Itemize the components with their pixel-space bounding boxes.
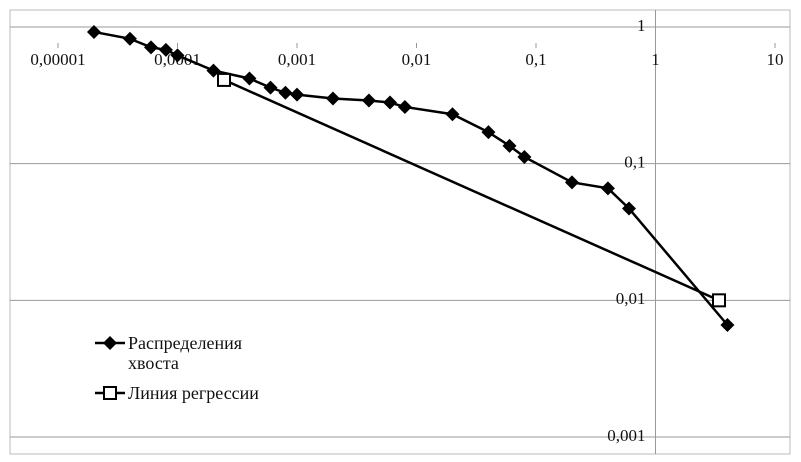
point — [517, 149, 532, 164]
point — [143, 40, 158, 55]
series-line — [223, 78, 720, 302]
point — [242, 71, 257, 86]
y-tick-label: 1 — [637, 16, 646, 35]
point — [564, 175, 579, 190]
x-tick-label: 10 — [767, 50, 784, 69]
point — [103, 336, 117, 350]
point — [325, 91, 340, 106]
x-tick-label: 0,00001 — [30, 50, 85, 69]
point — [263, 80, 278, 95]
x-tick-label: 1 — [651, 50, 660, 69]
legend-label: Линия регрессии — [128, 383, 259, 403]
point — [502, 138, 517, 153]
point — [382, 95, 397, 110]
point — [86, 24, 101, 39]
point — [158, 42, 173, 57]
y-tick-label: 0,001 — [607, 426, 645, 445]
point — [278, 85, 293, 100]
point — [712, 293, 727, 308]
x-tick-label: 0,001 — [278, 50, 316, 69]
y-tick-label: 0,01 — [616, 289, 646, 308]
point — [170, 48, 185, 63]
point — [397, 99, 412, 114]
legend-label: Распределения хвоста — [128, 333, 243, 373]
point — [445, 107, 460, 122]
point — [481, 125, 496, 140]
point — [621, 201, 636, 216]
y-tick-label: 0,1 — [624, 153, 645, 172]
point — [600, 181, 615, 196]
series-line — [93, 30, 729, 326]
point — [217, 72, 232, 87]
point — [361, 93, 376, 108]
point — [122, 31, 137, 46]
x-tick-label: 0,01 — [402, 50, 432, 69]
plot-frame — [9, 9, 791, 455]
point — [206, 63, 221, 78]
x-tick-label: 0,1 — [525, 50, 546, 69]
point — [290, 87, 304, 102]
point — [720, 317, 735, 332]
point — [103, 386, 117, 400]
